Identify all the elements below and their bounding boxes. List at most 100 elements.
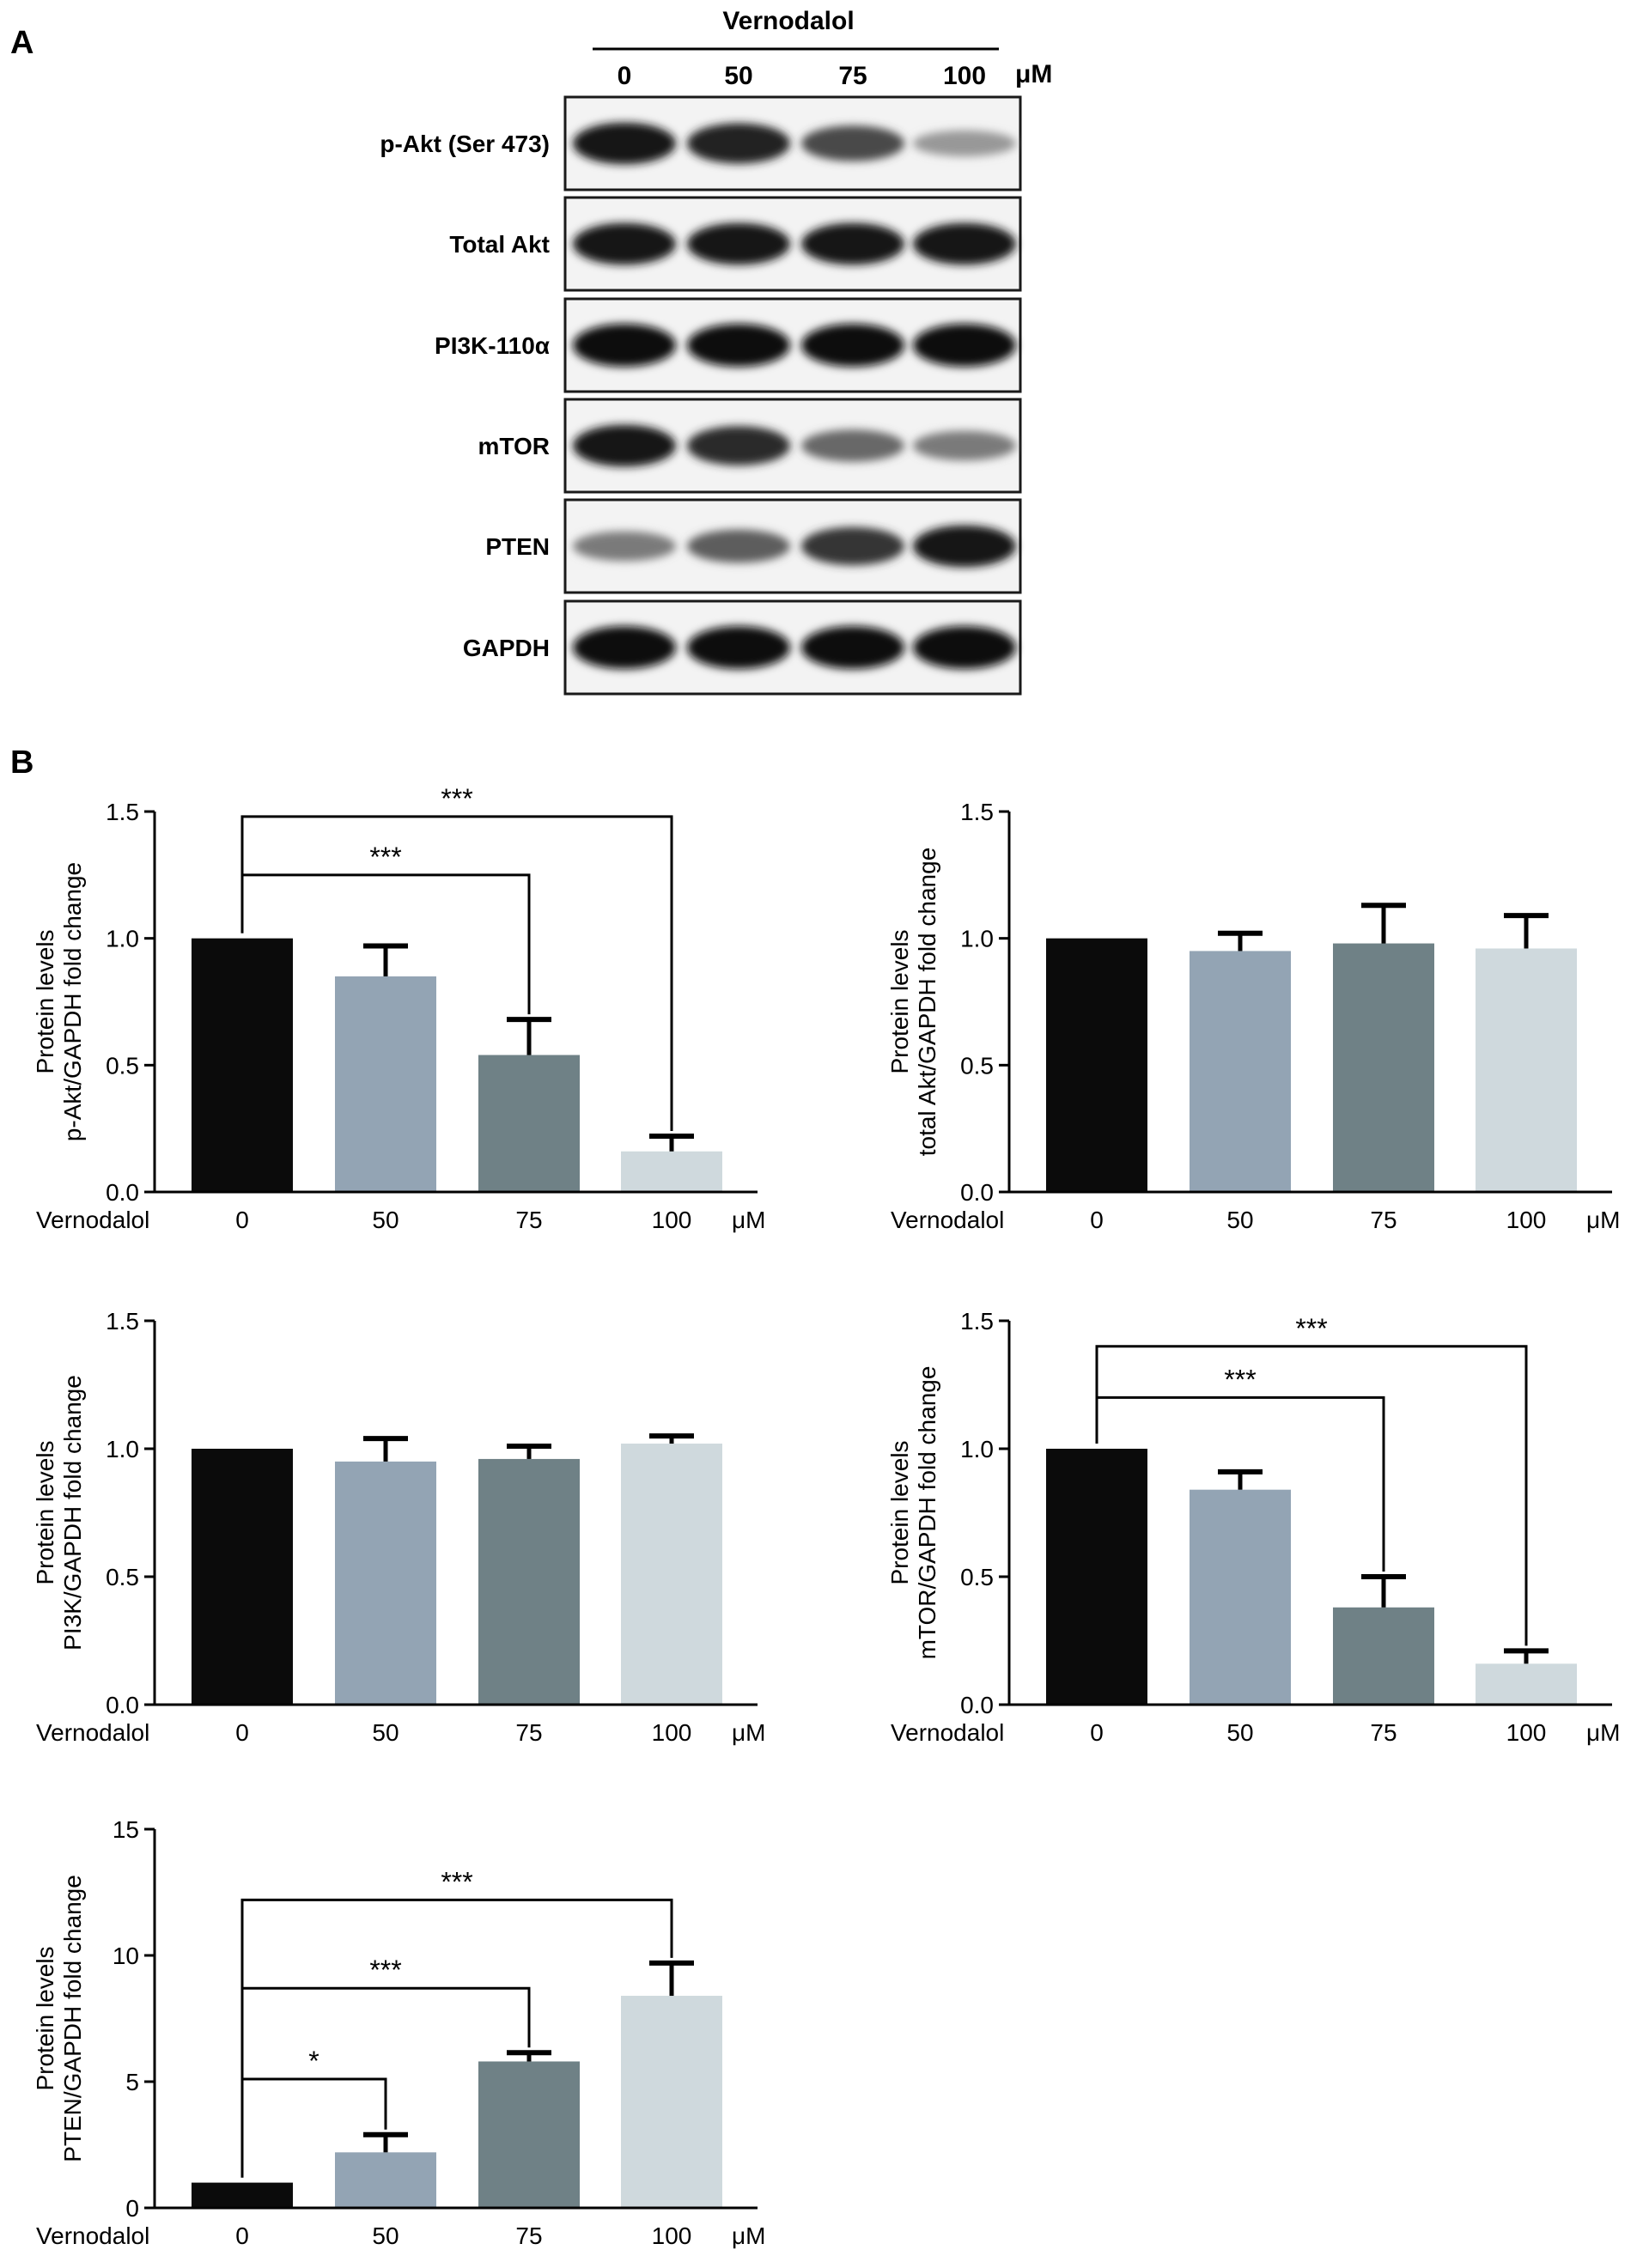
blot-band (801, 429, 904, 462)
x-axis-label: Vernodalol (891, 1207, 1004, 1233)
blot-band (913, 130, 1016, 157)
bar (335, 1461, 436, 1705)
y-tick-label: 0.0 (960, 1179, 994, 1206)
bar (192, 2182, 293, 2208)
y-tick-label: 0.5 (106, 1564, 139, 1590)
blot-band (687, 529, 790, 563)
x-tick-label: 100 (652, 2222, 692, 2249)
chart-p-akt: 0 50 75 100 0.0 0.5 1.0 1.5 Vernodalol μM Protein … (32, 783, 765, 1233)
chart-mtor: 0 50 75 100 0.0 0.5 1.0 1.5 Vernodalol μM Protein … (886, 1308, 1620, 1746)
y-axis-label: PTEN/GAPDH fold change (59, 1875, 86, 2162)
blot-band (913, 626, 1016, 669)
x-tick-label: 100 (1506, 1207, 1547, 1233)
bar (335, 2152, 436, 2208)
x-tick-label: 75 (1370, 1719, 1397, 1746)
y-tick-label: 0.0 (106, 1179, 139, 1206)
bar (478, 1458, 580, 1705)
x-tick-label: 100 (1506, 1719, 1547, 1746)
blot-band (687, 426, 790, 465)
significance-label: *** (369, 842, 401, 873)
treatment-header: Vernodalol (722, 7, 854, 35)
x-tick-label: 0 (1090, 1719, 1104, 1746)
dose-unit: μM (1015, 60, 1052, 88)
chart-total-akt: 0 50 75 100 0.0 0.5 1.0 1.5 Vernodalol μM Protein … (886, 799, 1620, 1233)
bar (621, 1151, 722, 1192)
y-tick-label: 0.5 (960, 1052, 994, 1079)
bar (478, 1055, 580, 1192)
significance-label: *** (1295, 1313, 1327, 1344)
x-axis-unit: μM (1586, 1207, 1620, 1233)
x-axis-label: Vernodalol (36, 2222, 149, 2249)
y-tick-label: 1.5 (960, 1308, 994, 1335)
x-tick-label: 75 (1370, 1207, 1397, 1233)
blot-label: PTEN (485, 533, 550, 560)
significance-label: *** (441, 783, 472, 814)
x-tick-label: 50 (1226, 1207, 1253, 1233)
significance-label: * (308, 2046, 319, 2076)
y-tick-label: 1.0 (106, 1436, 139, 1462)
x-tick-label: 0 (1090, 1207, 1104, 1233)
y-tick-label: 0.5 (960, 1564, 994, 1590)
panel-a-label: A (10, 25, 33, 61)
x-tick-label: 50 (1226, 1719, 1253, 1746)
y-axis-label: Protein levels (32, 1946, 58, 2090)
y-tick-label: 1.0 (960, 926, 994, 952)
blot-band (913, 430, 1016, 461)
blot-band (573, 122, 676, 165)
y-tick-label: 1.5 (960, 799, 994, 825)
blot-band (687, 222, 790, 265)
y-axis-label: Protein levels (886, 929, 913, 1073)
y-axis-label: mTOR/GAPDH fold change (914, 1366, 940, 1660)
x-axis-label: Vernodalol (36, 1207, 149, 1233)
y-axis-label: p-Akt/GAPDH fold change (59, 862, 86, 1141)
dose-label: 75 (838, 62, 867, 90)
y-axis-label: PI3K/GAPDH fold change (59, 1375, 86, 1651)
x-tick-label: 100 (652, 1719, 692, 1746)
x-tick-label: 50 (372, 1719, 399, 1746)
blot-label: Total Akt (449, 231, 550, 258)
y-tick-label: 1.0 (960, 1436, 994, 1462)
dose-label: 100 (943, 62, 986, 90)
x-tick-label: 75 (515, 1207, 542, 1233)
bar (1190, 951, 1291, 1192)
y-tick-label: 0.0 (960, 1692, 994, 1718)
x-axis-unit: μM (732, 1207, 765, 1233)
blot-band (913, 525, 1016, 568)
y-axis-label: total Akt/GAPDH fold change (914, 848, 940, 1157)
blot-band (913, 222, 1016, 265)
y-tick-label: 5 (125, 2069, 139, 2095)
bar (1190, 1489, 1291, 1705)
blot-band (687, 324, 790, 367)
significance-label: *** (369, 1955, 401, 1985)
blot-label: p-Akt (Ser 473) (380, 131, 550, 157)
x-axis-unit: μM (732, 2222, 765, 2249)
blot-band (573, 222, 676, 265)
y-tick-label: 10 (113, 1943, 139, 1969)
blot-band (801, 125, 904, 161)
chart-pi3k: 0 50 75 100 0.0 0.5 1.0 1.5 Vernodalol μM Protein … (32, 1308, 765, 1746)
bar (1333, 943, 1434, 1192)
x-axis-unit: μM (732, 1719, 765, 1746)
y-tick-label: 1.5 (106, 799, 139, 825)
x-tick-label: 0 (235, 1719, 249, 1746)
blot-band (801, 324, 904, 367)
x-tick-label: 75 (515, 2222, 542, 2249)
blot-band (573, 424, 676, 467)
y-tick-label: 0.0 (106, 1692, 139, 1718)
bar (1046, 938, 1147, 1192)
dose-label: 0 (618, 62, 632, 90)
significance-label: *** (1224, 1364, 1256, 1395)
panel-b-label: B (10, 745, 33, 781)
y-tick-label: 1.0 (106, 926, 139, 952)
x-tick-label: 75 (515, 1719, 542, 1746)
y-axis-label: Protein levels (32, 1440, 58, 1584)
blot-label: PI3K-110α (435, 332, 550, 359)
bar (1476, 948, 1577, 1192)
blot-band (573, 626, 676, 669)
x-tick-label: 0 (235, 1207, 249, 1233)
chart-pten: 0 50 75 100 0 5 10 15 Vernodalol μM Protein levels… (32, 1816, 765, 2249)
blot-band (573, 324, 676, 367)
significance-bracket (240, 815, 673, 1132)
bar (621, 1996, 722, 2208)
